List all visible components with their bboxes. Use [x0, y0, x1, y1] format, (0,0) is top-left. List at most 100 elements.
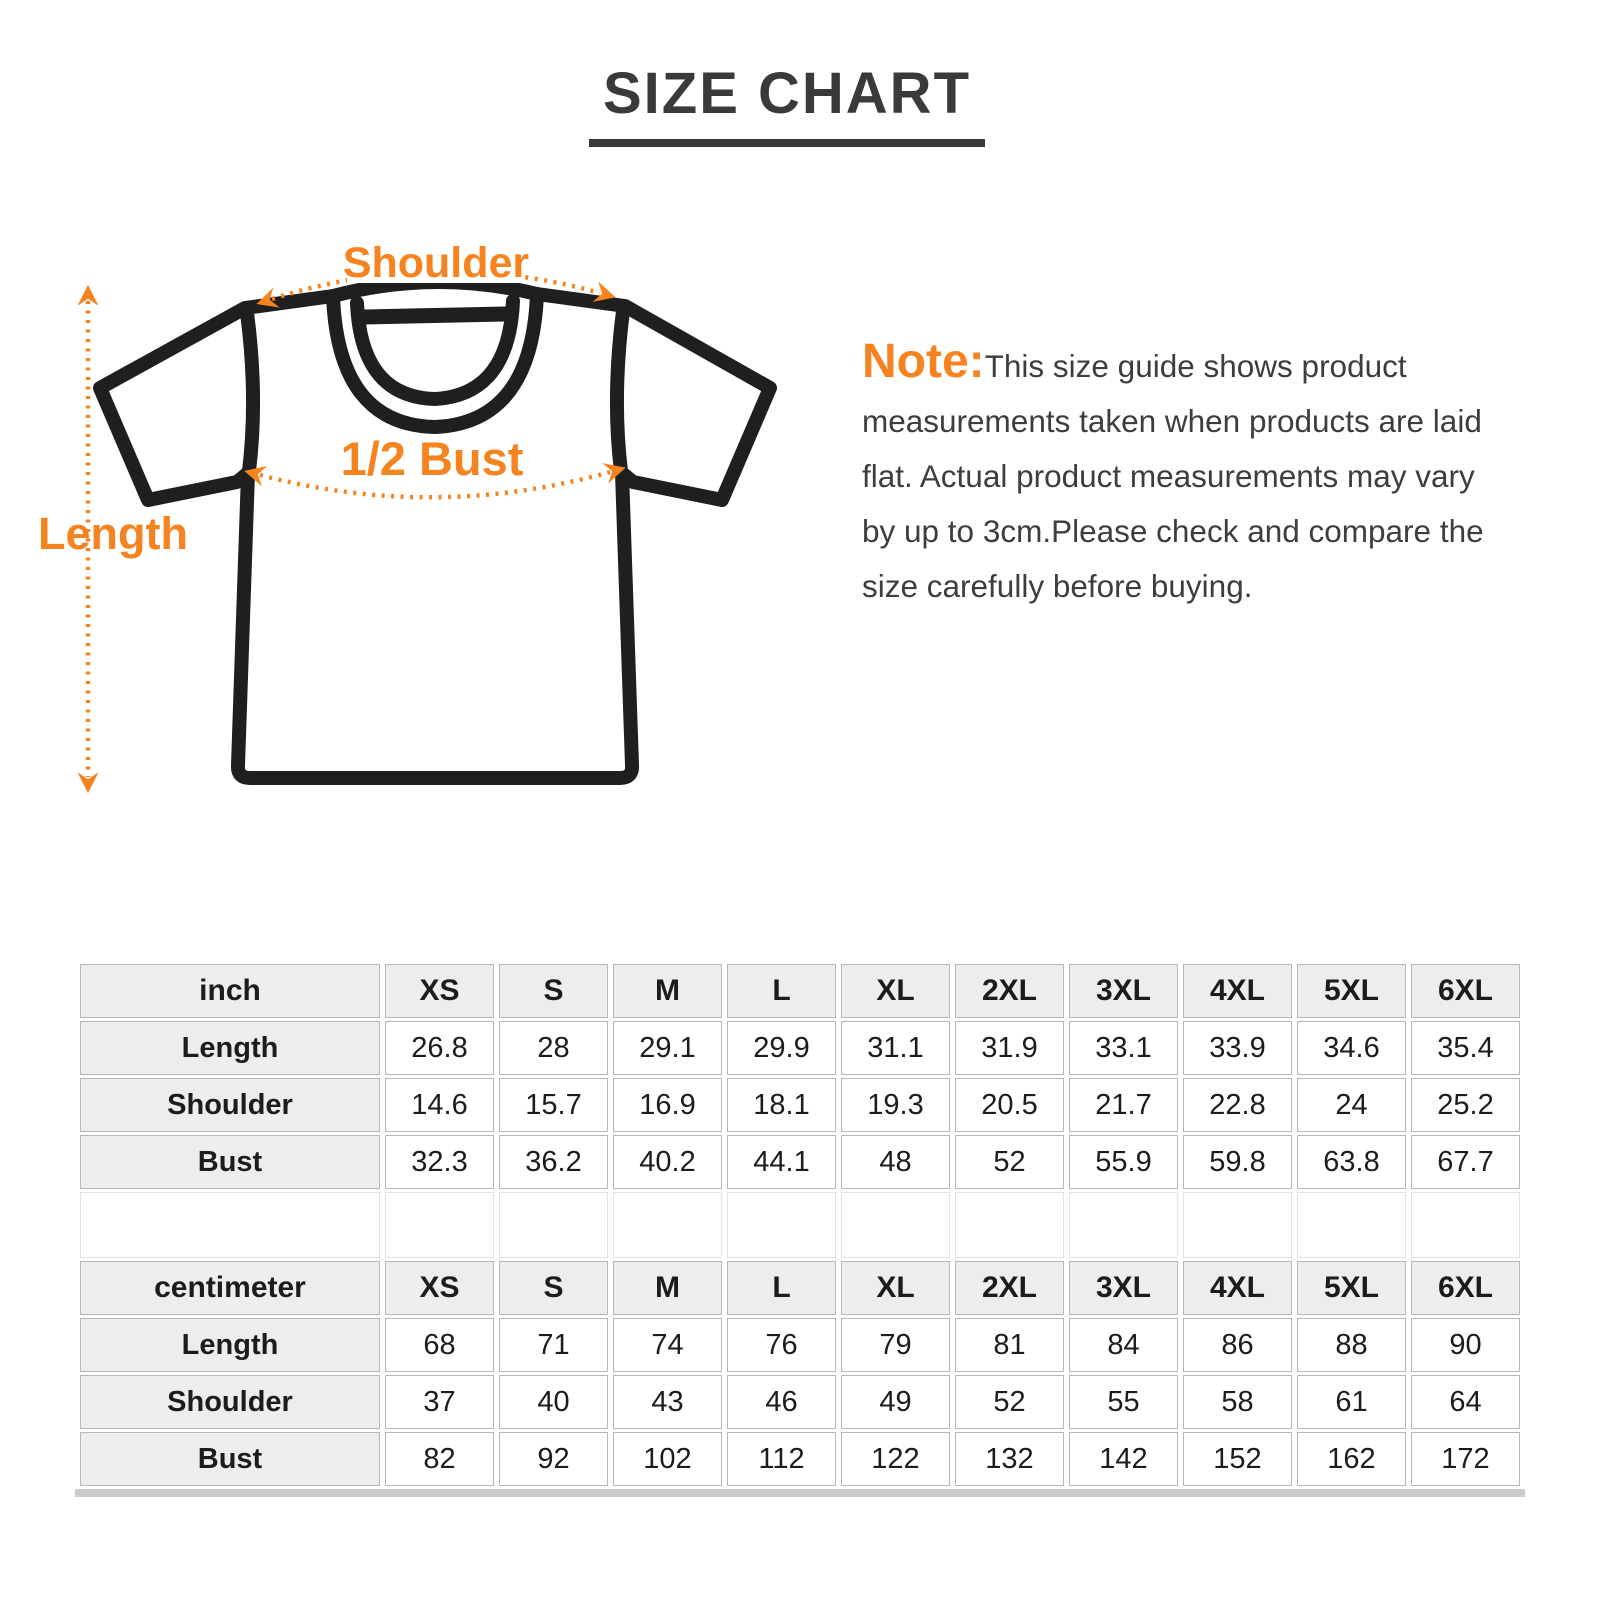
- spacer-cell: [955, 1192, 1064, 1258]
- measurement-label-cell: Length: [80, 1318, 380, 1372]
- measurement-value-cell: 84: [1069, 1318, 1178, 1372]
- size-col-header: XL: [841, 964, 950, 1018]
- spacer-cell: [499, 1192, 608, 1258]
- right-armhole-seam: [609, 304, 630, 478]
- note: Note:This size guide shows product measu…: [862, 334, 1506, 614]
- measurement-value-cell: 26.8: [385, 1021, 494, 1075]
- measurement-row: Bust 82 92 102 112 122 132 142 152 162 172: [80, 1432, 1520, 1486]
- measurement-value-cell: 43: [613, 1375, 722, 1429]
- spacer-cell: [1069, 1192, 1178, 1258]
- spacer-cell: [613, 1192, 722, 1258]
- measurement-value-cell: 21.7: [1069, 1078, 1178, 1132]
- size-table-body: inch XS S M L XL 2XL 3XL 4XL 5XL 6XL Length 26.8 28 29…: [80, 964, 1520, 1486]
- size-col-header: XS: [385, 1261, 494, 1315]
- measurement-value-cell: 76: [727, 1318, 836, 1372]
- measurement-value-cell: 40: [499, 1375, 608, 1429]
- unit-label-cell: inch: [80, 964, 380, 1018]
- size-col-header: 5XL: [1297, 1261, 1406, 1315]
- size-col-header: 3XL: [1069, 1261, 1178, 1315]
- measurement-value-cell: 68: [385, 1318, 494, 1372]
- size-col-header: L: [727, 964, 836, 1018]
- shoulder-label-mask: [347, 233, 525, 283]
- measurement-value-cell: 33.1: [1069, 1021, 1178, 1075]
- size-table: inch XS S M L XL 2XL 3XL 4XL 5XL 6XL Length 26.8 28 29…: [75, 961, 1525, 1497]
- collar-inner: [350, 294, 520, 406]
- measurement-value-cell: 59.8: [1183, 1135, 1292, 1189]
- spacer-cell: [80, 1192, 380, 1258]
- measurement-value-cell: 15.7: [499, 1078, 608, 1132]
- shoulder-label: Shoulder: [343, 239, 530, 287]
- measurement-value-cell: 29.1: [613, 1021, 722, 1075]
- measurement-value-cell: 61: [1297, 1375, 1406, 1429]
- measurement-value-cell: 22.8: [1183, 1078, 1292, 1132]
- measurement-value-cell: 142: [1069, 1432, 1178, 1486]
- measurement-value-cell: 52: [955, 1135, 1064, 1189]
- measurement-label-cell: Bust: [80, 1135, 380, 1189]
- measurement-label-cell: Bust: [80, 1432, 380, 1486]
- size-col-header: 5XL: [1297, 964, 1406, 1018]
- size-header-row: inch XS S M L XL 2XL 3XL 4XL 5XL 6XL: [80, 964, 1520, 1018]
- size-col-header: S: [499, 1261, 608, 1315]
- measurement-value-cell: 29.9: [727, 1021, 836, 1075]
- measurement-value-cell: 31.1: [841, 1021, 950, 1075]
- size-col-header: XS: [385, 964, 494, 1018]
- spacer-cell: [385, 1192, 494, 1258]
- size-col-header: 2XL: [955, 1261, 1064, 1315]
- measurement-value-cell: 36.2: [499, 1135, 608, 1189]
- measurement-value-cell: 79: [841, 1318, 950, 1372]
- table-spacer-row: [80, 1192, 1520, 1258]
- size-col-header: 3XL: [1069, 964, 1178, 1018]
- size-col-header: L: [727, 1261, 836, 1315]
- measurement-value-cell: 102: [613, 1432, 722, 1486]
- measurement-value-cell: 25.2: [1411, 1078, 1520, 1132]
- page-title: SIZE CHART: [589, 60, 985, 147]
- measurement-row: Bust 32.3 36.2 40.2 44.1 48 52 55.9 59.8 63.8 67.7: [80, 1135, 1520, 1189]
- size-col-header: 4XL: [1183, 964, 1292, 1018]
- size-col-header: 6XL: [1411, 1261, 1520, 1315]
- measurement-value-cell: 14.6: [385, 1078, 494, 1132]
- note-label: Note:: [862, 335, 985, 388]
- spacer-cell: [727, 1192, 836, 1258]
- collar-outer: [326, 287, 544, 434]
- size-col-header: 2XL: [955, 964, 1064, 1018]
- size-col-header: S: [499, 964, 608, 1018]
- measurement-value-cell: 132: [955, 1432, 1064, 1486]
- spacer-cell: [1411, 1192, 1520, 1258]
- measurement-value-cell: 63.8: [1297, 1135, 1406, 1189]
- size-col-header: M: [613, 1261, 722, 1315]
- measurement-value-cell: 20.5: [955, 1078, 1064, 1132]
- tshirt-outline-icon: [93, 274, 777, 785]
- measurement-value-cell: 40.2: [613, 1135, 722, 1189]
- measurement-value-cell: 86: [1183, 1318, 1292, 1372]
- measurement-value-cell: 82: [385, 1432, 494, 1486]
- measurement-value-cell: 64: [1411, 1375, 1520, 1429]
- measurement-row: Shoulder 14.6 15.7 16.9 18.1 19.3 20.5 21.7 22.8…: [80, 1078, 1520, 1132]
- size-header-row: centimeter XS S M L XL 2XL 3XL 4XL 5XL 6XL: [80, 1261, 1520, 1315]
- spacer-cell: [1183, 1192, 1292, 1258]
- measurement-value-cell: 32.3: [385, 1135, 494, 1189]
- size-col-header: 6XL: [1411, 964, 1520, 1018]
- measurement-value-cell: 152: [1183, 1432, 1292, 1486]
- measurement-value-cell: 88: [1297, 1318, 1406, 1372]
- measurement-value-cell: 172: [1411, 1432, 1520, 1486]
- measurement-value-cell: 16.9: [613, 1078, 722, 1132]
- measurement-value-cell: 92: [499, 1432, 608, 1486]
- measurement-label-cell: Shoulder: [80, 1078, 380, 1132]
- measurement-value-cell: 52: [955, 1375, 1064, 1429]
- spacer-cell: [1297, 1192, 1406, 1258]
- measurement-label-cell: Shoulder: [80, 1375, 380, 1429]
- measurement-value-cell: 49: [841, 1375, 950, 1429]
- size-col-header: XL: [841, 1261, 950, 1315]
- half-bust-arrow: [244, 463, 626, 500]
- measurement-value-cell: 81: [955, 1318, 1064, 1372]
- measurement-value-cell: 55.9: [1069, 1135, 1178, 1189]
- spacer-cell: [841, 1192, 950, 1258]
- measurement-value-cell: 162: [1297, 1432, 1406, 1486]
- measurement-value-cell: 33.9: [1183, 1021, 1292, 1075]
- measurement-value-cell: 112: [727, 1432, 836, 1486]
- measurement-value-cell: 18.1: [727, 1078, 836, 1132]
- left-armhole-seam: [240, 306, 261, 478]
- measurement-value-cell: 122: [841, 1432, 950, 1486]
- note-text: This size guide shows product measuremen…: [862, 348, 1484, 604]
